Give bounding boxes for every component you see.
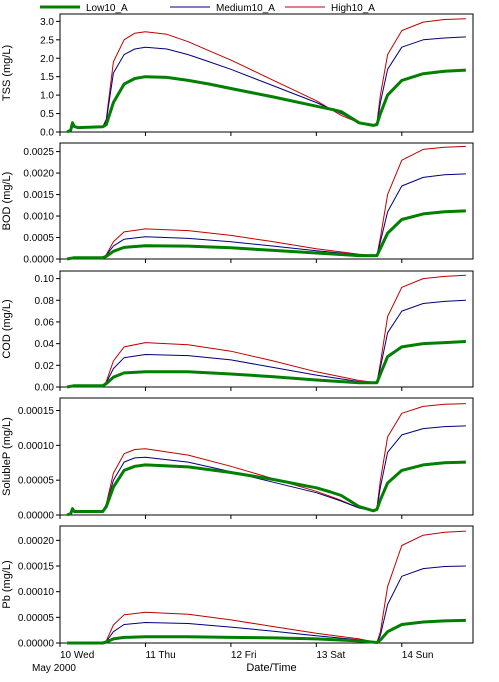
series-line-low10-a — [66, 68, 466, 134]
y-axis-title: COD (mg/L) — [1, 299, 13, 358]
series-line-low10-a — [66, 340, 466, 389]
y-tick-label: 0.00005 — [18, 476, 55, 487]
series-line-low10-a — [67, 618, 466, 645]
y-tick-label: 0.0020 — [23, 169, 54, 180]
x-axis-title: Date/Time — [246, 662, 296, 674]
y-tick-label: 0.0015 — [23, 190, 54, 201]
y-tick-label: 0.06 — [35, 317, 55, 328]
y-tick-label: 0.00020 — [18, 536, 55, 547]
y-tick-label: 0.10 — [35, 274, 55, 285]
panel-frame-1 — [59, 13, 474, 133]
series-line-medium10-a — [67, 565, 466, 644]
legend-label-low10-a: Low10_A — [86, 3, 128, 14]
legend-label-high10-a: High10_A — [331, 3, 375, 14]
y-tick-label: 1.5 — [40, 72, 54, 83]
panel-frame-4 — [59, 397, 474, 516]
y-tick-label: 0.08 — [35, 296, 55, 307]
y-tick-label: 0.00010 — [18, 441, 55, 452]
x-tick-label: 12 Fri — [231, 650, 257, 661]
y-tick-label: 0.00005 — [18, 613, 55, 624]
x-tick-label: 13 Sat — [316, 650, 345, 661]
y-tick-label: 0.0005 — [23, 233, 54, 244]
y-tick-label: 0.0025 — [23, 147, 54, 158]
y-tick-label: 0.0010 — [23, 212, 54, 223]
y-tick-label: 0.0 — [40, 128, 54, 139]
y-tick-label: 0.02 — [35, 361, 55, 372]
series-line-high10-a — [67, 530, 466, 644]
y-tick-label: 1.0 — [40, 91, 54, 102]
y-tick-label: 0.00015 — [18, 562, 55, 573]
y-tick-label: 0.00000 — [18, 511, 55, 522]
legend-label-medium10-a: Medium10_A — [216, 3, 275, 14]
y-tick-label: 0.00015 — [18, 406, 55, 417]
y-tick-label: 2.5 — [40, 35, 54, 46]
y-tick-label: 0.00010 — [18, 587, 55, 598]
series-line-low10-a — [66, 460, 466, 517]
y-axis-title: Pb (mg/L) — [1, 560, 13, 608]
y-tick-label: 3.0 — [40, 17, 54, 28]
y-axis-title: SolubleP (mg/L) — [1, 417, 13, 496]
series-line-low10-a — [66, 209, 466, 261]
y-tick-label: 0.5 — [40, 109, 54, 120]
y-tick-label: 0.0000 — [23, 255, 54, 266]
y-axis-title: TSS (mg/L) — [1, 45, 13, 101]
x-tick-sublabel: May 2000 — [32, 663, 76, 674]
y-tick-label: 0.04 — [35, 339, 55, 350]
y-tick-label: 2.0 — [40, 54, 54, 65]
y-tick-label: 0.00000 — [18, 639, 55, 650]
panel-frame-3 — [59, 270, 474, 388]
x-tick-label: 14 Sun — [402, 650, 434, 661]
x-tick-label: 11 Thu — [145, 650, 175, 661]
x-tick-label: 10 Wed — [60, 650, 94, 661]
y-axis-title: BOD (mg/L) — [1, 172, 13, 231]
panel-frame-2 — [59, 142, 474, 260]
y-tick-label: 0.00 — [35, 383, 55, 394]
